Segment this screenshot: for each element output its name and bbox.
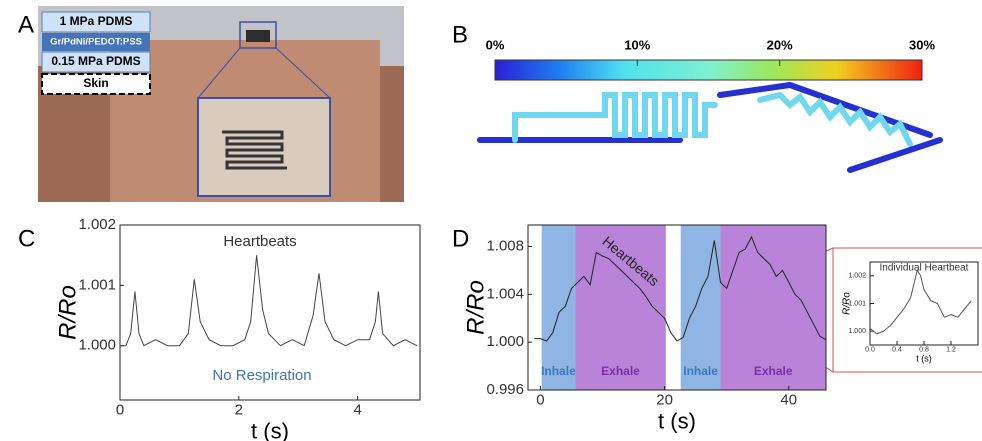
y-axis-label: R/Ro: [54, 285, 81, 340]
colorbar-tick-label: 0%: [486, 37, 505, 52]
region-label: Exhale: [601, 364, 640, 378]
y-axis-label: R/Ro: [841, 292, 852, 315]
layer-label: 0.15 MPa PDMS: [51, 54, 140, 68]
colorbar-tick-label: 20%: [767, 37, 793, 52]
strain-model: [480, 85, 940, 170]
panel-label: B: [452, 21, 468, 48]
y-tick-label: 1.000: [848, 328, 866, 335]
x-tick-label: 0: [536, 391, 544, 408]
x-tick-label: 1.2: [946, 347, 956, 354]
x-tick-label: 0.4: [892, 347, 902, 354]
colorbar-tick-label: 10%: [624, 37, 650, 52]
annotation: Individual Heartbeat: [880, 263, 969, 274]
y-tick-label: 1.004: [486, 285, 524, 302]
panel-label: A: [18, 11, 34, 38]
x-axis-label: t (s): [658, 408, 696, 433]
annotation: Heartbeats: [223, 233, 296, 250]
y-tick-label: 1.002: [78, 216, 116, 233]
colorbar: [495, 60, 922, 80]
panel-label: C: [18, 225, 35, 252]
annotation: No Respiration: [212, 367, 311, 384]
x-tick-label: 40: [780, 391, 797, 408]
region-label: Inhale: [541, 364, 576, 378]
colorbar-tick-label: 30%: [909, 37, 935, 52]
y-axis-label: R/Ro: [462, 280, 489, 335]
y-tick-label: 1.001: [78, 276, 116, 293]
x-tick-label: 0: [116, 401, 124, 418]
figure: 1 MPa PDMS Gr/PdNi/PEDOT:PSS 0.15 MPa PD…: [0, 0, 982, 441]
x-tick-label: 4: [353, 401, 361, 418]
y-tick-label: 1.000: [78, 337, 116, 354]
x-axis-label: t (s): [251, 418, 289, 441]
y-tick-label: 0.996: [486, 381, 524, 398]
y-tick-label: 1.002: [848, 273, 866, 280]
x-tick-label: 0.0: [865, 347, 875, 354]
y-tick-label: 1.008: [486, 237, 524, 254]
x-tick-label: 20: [656, 391, 673, 408]
layer-label: Gr/PdNi/PEDOT:PSS: [50, 37, 142, 48]
layer-label: 1 MPa PDMS: [60, 14, 133, 28]
region-label: Exhale: [754, 364, 793, 378]
layer-label: Skin: [83, 76, 108, 90]
x-axis-label: t (s): [916, 353, 932, 363]
data-line: [120, 255, 417, 346]
y-tick-label: 1.000: [486, 333, 524, 350]
region-label: Inhale: [683, 364, 718, 378]
x-tick-label: 2: [235, 401, 243, 418]
panel-label: D: [452, 225, 469, 252]
